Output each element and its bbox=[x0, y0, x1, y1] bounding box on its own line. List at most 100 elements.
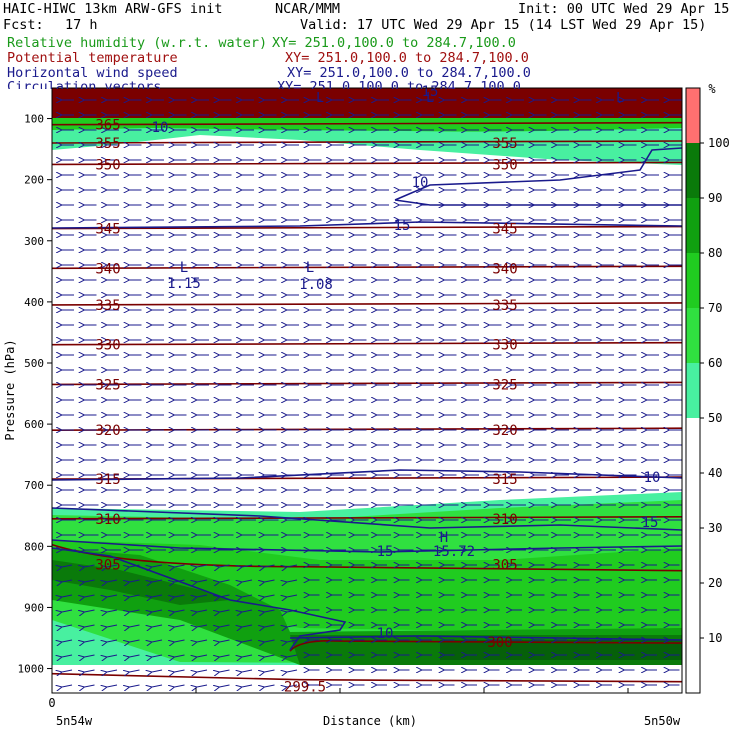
colorbar-label: 100 bbox=[708, 136, 730, 150]
wind-vector bbox=[107, 564, 118, 567]
colorbar-segment bbox=[686, 308, 700, 363]
plot-frame bbox=[51, 87, 683, 694]
wind-vector bbox=[152, 669, 163, 672]
wspd-10-low bbox=[289, 635, 682, 641]
x-right-label: 5n50w bbox=[644, 714, 681, 728]
wind-vector bbox=[287, 669, 298, 672]
colorbar-segment bbox=[686, 88, 700, 143]
wind-vector bbox=[62, 609, 73, 612]
wind-speed-label: 10 bbox=[377, 626, 394, 642]
wind-vector bbox=[107, 624, 118, 627]
theta-label: 315 bbox=[95, 472, 120, 488]
wind-vector bbox=[175, 654, 185, 657]
theta-label: 330 bbox=[492, 338, 517, 354]
wspd-15-upper-b bbox=[394, 199, 682, 206]
colorbar-segment bbox=[686, 253, 700, 308]
wspd-10-upper bbox=[52, 221, 682, 229]
wind-vector bbox=[287, 564, 298, 567]
wind-vector bbox=[152, 684, 163, 687]
wspd-15-upper bbox=[394, 147, 682, 201]
wind-vector bbox=[287, 639, 298, 642]
wind-vector bbox=[242, 639, 253, 642]
org-label: NCAR/MMM bbox=[275, 1, 341, 17]
theta-label: 299.5 bbox=[284, 680, 326, 696]
wind-vector bbox=[152, 594, 163, 597]
y-tick-label: 900 bbox=[24, 601, 44, 614]
wind-speed-label: 10 bbox=[644, 470, 661, 486]
wind-speed-label: 15 bbox=[377, 544, 394, 560]
wind-vector bbox=[220, 579, 230, 582]
theta-label: 305 bbox=[492, 558, 517, 574]
theta-contour bbox=[52, 672, 682, 683]
wind-vector bbox=[197, 639, 208, 642]
wind-vector bbox=[85, 579, 95, 582]
colorbar-segment bbox=[686, 198, 700, 253]
wind-speed-label: 15 bbox=[642, 515, 659, 531]
wind-vector bbox=[107, 579, 118, 582]
wind-vector bbox=[175, 684, 185, 687]
colorbar-segment bbox=[686, 638, 700, 693]
theta-contour bbox=[52, 121, 682, 126]
wind-vector bbox=[152, 564, 163, 567]
extremum-value: 15.72 bbox=[433, 544, 475, 560]
wind-vector bbox=[242, 624, 253, 627]
wind-vector bbox=[130, 564, 140, 567]
wind-vector bbox=[85, 594, 95, 597]
wind-vector bbox=[265, 639, 275, 642]
wind-vector bbox=[85, 609, 95, 612]
extremum-marker: L bbox=[180, 260, 188, 276]
wind-vector bbox=[265, 564, 275, 567]
wind-vector bbox=[130, 594, 140, 597]
wind-vector bbox=[107, 639, 118, 642]
wind-vector bbox=[220, 669, 230, 672]
wind-vector bbox=[197, 654, 208, 657]
wind-vector bbox=[152, 624, 163, 627]
wind-vector bbox=[220, 654, 230, 657]
colorbar-label: 10 bbox=[708, 631, 722, 645]
forecast-label: Fcst: bbox=[3, 17, 44, 33]
y-axis: 100 200 300 400 500 600 700 800 900 1000 Pressure … bbox=[3, 113, 52, 676]
theta-label: 355 bbox=[95, 136, 120, 152]
wind-speed-contours bbox=[52, 147, 682, 651]
potential-temperature-contours bbox=[52, 121, 682, 683]
wind-vector bbox=[220, 564, 230, 567]
valid-time: Valid: 17 UTC Wed 29 Apr 15 (14 LST Wed … bbox=[300, 17, 707, 33]
theta-label: 340 bbox=[95, 261, 120, 277]
wind-speed-label: 10 bbox=[412, 175, 429, 191]
wind-vector bbox=[265, 669, 275, 672]
field-theta-xy: XY= 251.0,100.0 to 284.7,100.0 bbox=[285, 50, 529, 66]
x-tick-label: 0 bbox=[48, 696, 55, 710]
y-tick-label: 800 bbox=[24, 540, 44, 553]
colorbar-label: 50 bbox=[708, 411, 722, 425]
theta-label: 305 bbox=[95, 558, 120, 574]
y-tick-label: 1000 bbox=[18, 663, 45, 676]
wind-vector bbox=[62, 684, 73, 687]
theta-contour bbox=[52, 140, 682, 144]
wind-vector bbox=[242, 669, 253, 672]
wind-vector bbox=[197, 624, 208, 627]
theta-contour bbox=[52, 225, 682, 230]
theta-label: 325 bbox=[95, 377, 120, 393]
wind-vector bbox=[130, 669, 140, 672]
wind-vector bbox=[175, 624, 185, 627]
y-tick-label: 200 bbox=[24, 174, 44, 187]
field-vec-xy: XY= 251.0,100.0 to 284.7,100.0 bbox=[277, 80, 521, 89]
wind-vector bbox=[62, 594, 73, 597]
colorbar-label: 20 bbox=[708, 576, 722, 590]
colorbar-segment bbox=[686, 528, 700, 583]
wind-vector bbox=[197, 609, 208, 612]
wind-vector bbox=[85, 639, 95, 642]
extremum-marker: H bbox=[440, 530, 448, 546]
y-tick-label: 700 bbox=[24, 479, 44, 492]
top-low-marker: L bbox=[316, 91, 324, 106]
rh-surface bbox=[52, 665, 682, 693]
wind-vector bbox=[175, 594, 185, 597]
wspd-15-low-b bbox=[52, 539, 682, 553]
wind-vector bbox=[62, 579, 73, 582]
wspd-jet-dip bbox=[52, 547, 347, 651]
wind-vector bbox=[175, 639, 185, 642]
wind-vector bbox=[130, 639, 140, 642]
colorbar-segment bbox=[686, 363, 700, 418]
wind-vector bbox=[62, 639, 73, 642]
colorbar-segment bbox=[686, 418, 700, 473]
